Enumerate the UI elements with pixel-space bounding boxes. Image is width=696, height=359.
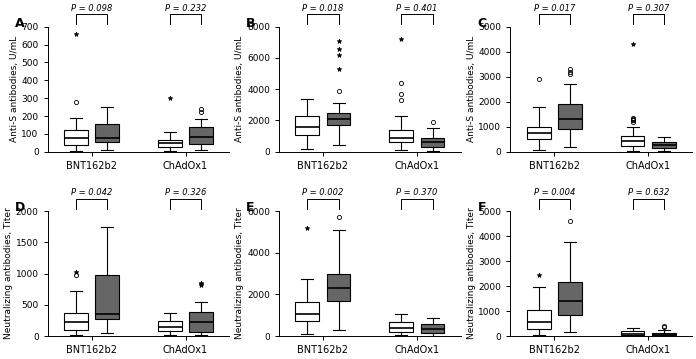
Text: P = 0.632: P = 0.632 <box>628 188 669 197</box>
PathPatch shape <box>558 104 582 129</box>
Text: P = 0.307: P = 0.307 <box>628 4 669 13</box>
Text: P = 0.017: P = 0.017 <box>534 4 575 13</box>
PathPatch shape <box>527 127 551 139</box>
Text: P = 0.370: P = 0.370 <box>396 188 438 197</box>
Text: E: E <box>246 201 255 214</box>
Text: P = 0.098: P = 0.098 <box>71 4 112 13</box>
PathPatch shape <box>652 142 676 149</box>
PathPatch shape <box>326 113 351 125</box>
PathPatch shape <box>420 137 445 147</box>
PathPatch shape <box>652 332 676 335</box>
PathPatch shape <box>558 282 582 315</box>
PathPatch shape <box>158 321 182 331</box>
PathPatch shape <box>621 136 644 146</box>
Text: D: D <box>15 201 25 214</box>
PathPatch shape <box>158 140 182 147</box>
Text: P = 0.042: P = 0.042 <box>71 188 112 197</box>
PathPatch shape <box>389 322 413 332</box>
PathPatch shape <box>295 116 319 135</box>
Text: A: A <box>15 17 24 30</box>
Text: B: B <box>246 17 256 30</box>
Text: P = 0.401: P = 0.401 <box>396 4 438 13</box>
PathPatch shape <box>621 331 644 335</box>
PathPatch shape <box>95 124 119 142</box>
PathPatch shape <box>95 275 119 318</box>
PathPatch shape <box>527 310 551 329</box>
PathPatch shape <box>295 302 319 322</box>
PathPatch shape <box>189 127 213 144</box>
Text: P = 0.004: P = 0.004 <box>534 188 575 197</box>
PathPatch shape <box>389 130 413 143</box>
Text: F: F <box>477 201 487 214</box>
Y-axis label: Anti-S antibodies, U/mL: Anti-S antibodies, U/mL <box>235 36 244 142</box>
Text: P = 0.232: P = 0.232 <box>165 4 206 13</box>
PathPatch shape <box>420 324 445 333</box>
Text: C: C <box>477 17 487 30</box>
PathPatch shape <box>189 312 213 332</box>
Y-axis label: Anti-S antibodies, U/mL: Anti-S antibodies, U/mL <box>466 36 475 142</box>
Y-axis label: Neutralizing antibodies, Titer: Neutralizing antibodies, Titer <box>466 208 475 340</box>
Text: P = 0.002: P = 0.002 <box>302 188 344 197</box>
PathPatch shape <box>326 274 351 301</box>
PathPatch shape <box>64 313 88 330</box>
PathPatch shape <box>64 130 88 145</box>
Y-axis label: Neutralizing antibodies, Titer: Neutralizing antibodies, Titer <box>4 208 13 340</box>
Text: P = 0.018: P = 0.018 <box>302 4 344 13</box>
Text: P = 0.326: P = 0.326 <box>165 188 206 197</box>
Y-axis label: Neutralizing antibodies, Titer: Neutralizing antibodies, Titer <box>235 208 244 340</box>
Y-axis label: Anti-S antibodies, U/mL: Anti-S antibodies, U/mL <box>10 36 19 142</box>
